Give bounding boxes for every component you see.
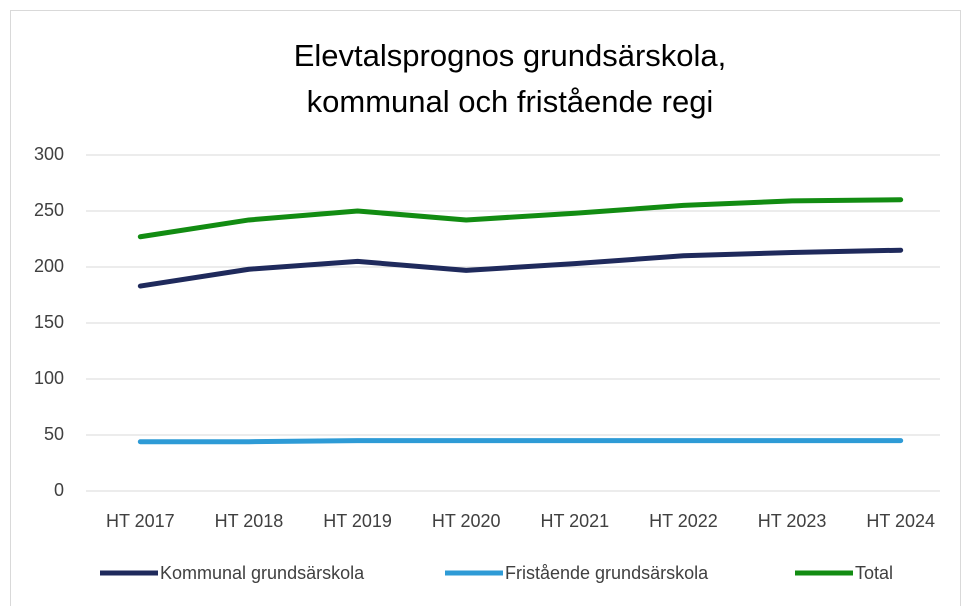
legend-label: Total — [855, 563, 893, 583]
x-tick-label: HT 2022 — [649, 511, 718, 531]
y-tick-label: 200 — [34, 256, 64, 276]
series-line — [137, 247, 904, 289]
y-tick-label: 150 — [34, 312, 64, 332]
y-tick-label: 250 — [34, 200, 64, 220]
chart-title: Elevtalsprognos grundsärskola, — [294, 38, 727, 73]
y-tick-label: 0 — [54, 480, 64, 500]
x-tick-label: HT 2023 — [758, 511, 827, 531]
x-tick-label: HT 2020 — [432, 511, 501, 531]
x-tick-label: HT 2021 — [540, 511, 609, 531]
legend-label: Kommunal grundsärskola — [160, 563, 365, 583]
chart-frame — [10, 10, 961, 611]
chart-title: kommunal och fristående regi — [307, 84, 714, 119]
y-tick-label: 300 — [34, 144, 64, 164]
y-tick-label: 100 — [34, 368, 64, 388]
x-tick-label: HT 2017 — [106, 511, 175, 531]
x-tick-label: HT 2024 — [866, 511, 935, 531]
legend-label: Fristående grundsärskola — [505, 563, 709, 583]
y-tick-label: 50 — [44, 424, 64, 444]
series-line — [137, 438, 904, 445]
x-tick-label: HT 2018 — [215, 511, 284, 531]
series-line — [137, 197, 904, 240]
x-tick-label: HT 2019 — [323, 511, 392, 531]
